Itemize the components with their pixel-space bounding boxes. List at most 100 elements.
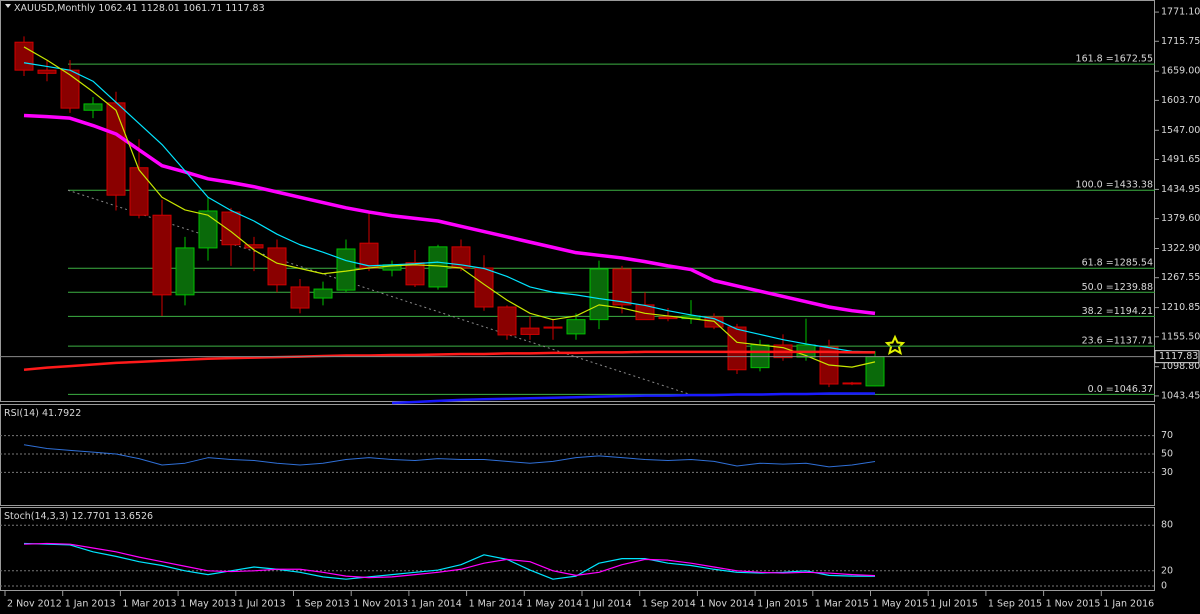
y-tick-label: 1210.85 bbox=[1161, 302, 1200, 313]
x-tick-label: 1 Jul 2015 bbox=[930, 599, 978, 610]
candle-body bbox=[313, 288, 333, 299]
y-tick-label: 1771.10 bbox=[1161, 7, 1200, 18]
fib-label: 61.8 =1285.54 bbox=[1082, 258, 1153, 269]
main-panel bbox=[0, 0, 1155, 402]
stoch-header: Stoch(14,3,3) 12.7701 13.6526 bbox=[4, 511, 153, 522]
y-tick-label: 1659.00 bbox=[1161, 66, 1200, 77]
x-tick-label: 1 Mar 2014 bbox=[469, 599, 523, 610]
candle-body bbox=[727, 326, 747, 371]
fib-trendline bbox=[67, 189, 691, 395]
x-tick-label: 1 May 2013 bbox=[180, 599, 236, 610]
x-tick-label: 1 Sep 2015 bbox=[988, 599, 1042, 610]
x-tick-label: 1 Jan 2013 bbox=[65, 599, 116, 610]
x-tick-label: 1 Jan 2014 bbox=[411, 599, 462, 610]
rsi-tick-label: 70 bbox=[1161, 430, 1173, 441]
x-tick-label: 1 Nov 2014 bbox=[699, 599, 754, 610]
candle-body bbox=[497, 306, 517, 336]
header-open: 1062.41 bbox=[98, 3, 137, 14]
candle-body bbox=[152, 214, 172, 296]
candle-body bbox=[474, 267, 494, 308]
x-tick-label: 1 Jan 2015 bbox=[757, 599, 808, 610]
rsi-title: RSI(14) bbox=[4, 408, 39, 419]
x-tick-label: 1 Jul 2014 bbox=[584, 599, 632, 610]
rsi-line bbox=[23, 444, 876, 468]
rsi-tick-label: 30 bbox=[1161, 467, 1173, 478]
stoch-panel bbox=[0, 507, 1155, 591]
x-tick-label: 1 Sep 2013 bbox=[296, 599, 350, 610]
candle-body bbox=[221, 211, 241, 246]
x-tick-label: 1 Jul 2013 bbox=[238, 599, 286, 610]
x-tick-label: 1 Jan 2016 bbox=[1103, 599, 1154, 610]
fib-label: 50.0 =1239.88 bbox=[1082, 282, 1153, 293]
stoch-tick-label: 0 bbox=[1161, 581, 1167, 592]
candle-body bbox=[520, 327, 540, 335]
chart-header: XAUUSD,Monthly 1062.41 1128.01 1061.71 1… bbox=[14, 3, 265, 14]
y-tick-label: 1098.80 bbox=[1161, 361, 1200, 372]
candle-body bbox=[244, 244, 264, 249]
stoch-title: Stoch(14,3,3) bbox=[4, 511, 68, 522]
stoch-tick-label: 20 bbox=[1161, 565, 1173, 576]
candle-body bbox=[37, 69, 57, 74]
overlay-line bbox=[23, 46, 876, 368]
header-high: 1128.01 bbox=[141, 3, 180, 14]
star-marker bbox=[884, 334, 906, 355]
candle-body bbox=[198, 210, 218, 249]
candle-body bbox=[589, 268, 609, 321]
fib-label: 38.2 =1194.21 bbox=[1082, 306, 1153, 317]
panel-frames bbox=[0, 0, 1155, 591]
rsi-header: RSI(14) 41.7922 bbox=[4, 408, 81, 419]
fib-label: 161.8 =1672.55 bbox=[1076, 54, 1153, 65]
candle-body bbox=[842, 382, 862, 385]
rsi-panel bbox=[0, 404, 1155, 506]
x-tick-label: 1 May 2014 bbox=[526, 599, 582, 610]
x-tick-label: 2 Nov 2012 bbox=[7, 599, 62, 610]
candle-body bbox=[14, 41, 34, 71]
stoch-main-last: 12.7701 bbox=[71, 511, 110, 522]
menu-arrow[interactable] bbox=[5, 4, 11, 8]
x-tick-label: 1 Sep 2014 bbox=[642, 599, 696, 610]
candle-body bbox=[336, 248, 356, 291]
candle-body bbox=[865, 356, 885, 387]
y-tick-label: 1491.65 bbox=[1161, 154, 1200, 165]
x-tick-label: 1 Mar 2015 bbox=[815, 599, 869, 610]
stoch-line bbox=[23, 542, 876, 580]
symbol: XAUUSD,Monthly bbox=[14, 3, 96, 14]
y-tick-label: 1715.75 bbox=[1161, 36, 1200, 47]
y-tick-label: 1603.70 bbox=[1161, 95, 1200, 106]
current-price-box bbox=[1154, 350, 1200, 364]
candle-body bbox=[612, 268, 632, 306]
stoch-tick-label: 80 bbox=[1161, 520, 1173, 531]
y-tick-label: 1155.50 bbox=[1161, 331, 1200, 342]
candle-body bbox=[290, 286, 310, 309]
candle-body bbox=[566, 319, 586, 335]
candle-body bbox=[658, 316, 678, 320]
x-tick-label: 1 Nov 2013 bbox=[353, 599, 408, 610]
overlay-line bbox=[391, 392, 875, 405]
candle-body bbox=[543, 326, 563, 329]
overlay-line bbox=[23, 113, 876, 316]
y-tick-label: 1267.55 bbox=[1161, 272, 1200, 283]
overlay-line bbox=[23, 350, 875, 372]
header-low: 1061.71 bbox=[183, 3, 222, 14]
header-close: 1117.83 bbox=[225, 3, 264, 14]
candle-body bbox=[106, 102, 126, 196]
fib-label: 23.6 =1137.71 bbox=[1082, 336, 1153, 347]
y-tick-label: 1434.95 bbox=[1161, 184, 1200, 195]
candle-body bbox=[175, 247, 195, 296]
candle-body bbox=[129, 167, 149, 216]
rsi-tick-label: 50 bbox=[1161, 449, 1173, 460]
y-tick-label: 1547.00 bbox=[1161, 125, 1200, 136]
y-tick-label: 1322.90 bbox=[1161, 243, 1200, 254]
candle-body bbox=[267, 247, 287, 286]
candle-body bbox=[405, 262, 425, 286]
stoch-signal-last: 13.6526 bbox=[114, 511, 153, 522]
rsi-last: 41.7922 bbox=[42, 408, 81, 419]
x-tick-label: 1 Nov 2015 bbox=[1046, 599, 1101, 610]
y-tick-label: 1379.60 bbox=[1161, 213, 1200, 224]
fib-label: 100.0 =1433.38 bbox=[1076, 180, 1153, 191]
fib-label: 0.0 =1046.37 bbox=[1088, 384, 1153, 395]
y-tick-label: 1043.45 bbox=[1161, 390, 1200, 401]
x-tick-label: 1 Mar 2013 bbox=[122, 599, 176, 610]
candle-body bbox=[83, 103, 103, 111]
